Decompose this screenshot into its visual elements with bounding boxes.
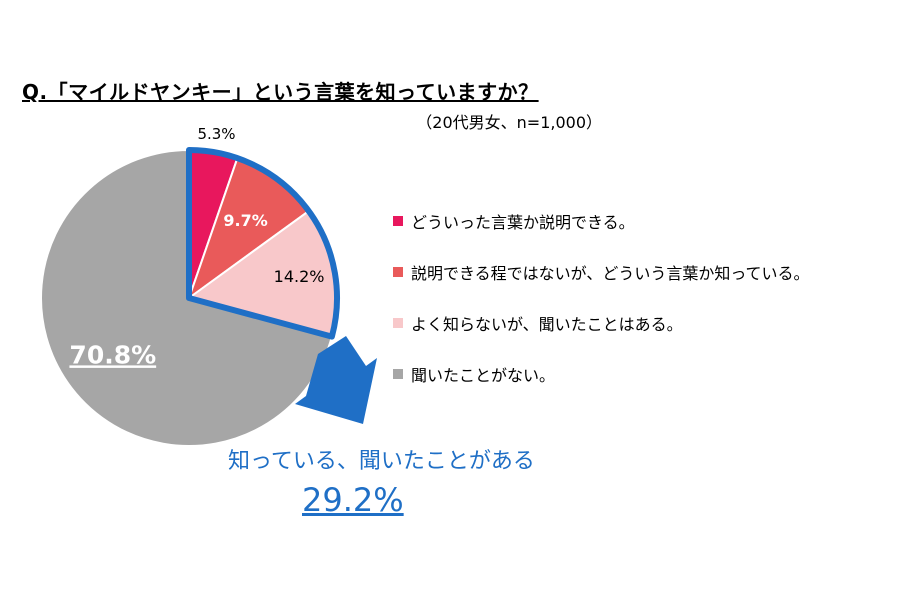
slice-value-label: 5.3% [197,125,235,143]
legend-swatch [393,318,403,328]
chart-title: Q.「マイルドヤンキー」という言葉を知っていますか？ [22,80,539,104]
slice-value-label: 9.7% [223,211,267,230]
legend-item: 説明できる程ではないが、どういう言葉か知っている。 [393,262,810,283]
slice-value-label: 14.2% [274,267,325,286]
slice-value-label: 70.8% [69,340,156,369]
legend-label: 説明できる程ではないが、どういう言葉か知っている。 [411,264,810,283]
callout-text: 知っている、聞いたことがある [228,449,535,474]
highlight-outline [186,147,340,340]
legend-swatch [393,267,403,277]
legend-item: よく知らないが、聞いたことはある。 [393,313,810,334]
legend-item: 聞いたことがない。 [393,364,810,385]
callout-value: 29.2% [302,481,404,519]
legend-label: 聞いたことがない。 [411,366,556,385]
legend: どういった言葉か説明できる。 説明できる程ではないが、どういう言葉か知っている。… [393,211,810,415]
legend-swatch [393,216,403,226]
chart-subtitle: （20代男女、n=1,000） [416,113,602,132]
down-arrow-icon [295,336,377,424]
legend-item: どういった言葉か説明できる。 [393,211,810,232]
legend-label: どういった言葉か説明できる。 [411,213,635,232]
legend-label: よく知らないが、聞いたことはある。 [411,315,683,334]
legend-swatch [393,369,403,379]
